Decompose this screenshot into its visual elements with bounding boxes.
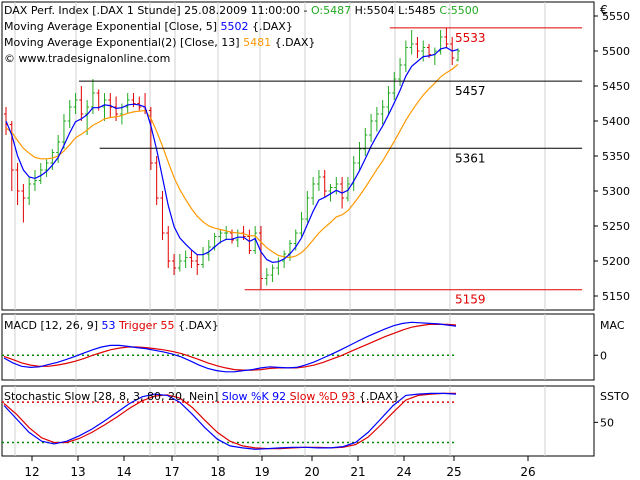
stoch-label-part-1: Slow %K 92	[222, 390, 286, 403]
x-tick-label: 17	[164, 465, 179, 479]
x-tick-label: 13	[70, 465, 85, 479]
stoch-label: Stochastic Slow [28, 8, 3, 80, 20, Nein]…	[4, 390, 400, 403]
price-tick-label: 5550	[602, 10, 630, 23]
currency-label: €	[600, 3, 608, 17]
x-tick-label: 14	[116, 465, 131, 479]
x-axis: 12 13 14 17 18 19 20 21 24 25 26	[24, 456, 536, 479]
macd-label-part-1: 53	[102, 319, 116, 332]
x-tick-label: 25	[446, 465, 461, 479]
level-label: 5159	[455, 293, 486, 307]
macd-panel-frame	[1, 313, 595, 381]
header-line-1-part-1: 5502	[221, 20, 249, 33]
macd-label-part-3: {.DAX}	[174, 319, 218, 332]
x-tick-label: 19	[254, 465, 269, 479]
level-label: 5361	[455, 151, 486, 165]
macd-label-part-0: MACD [12, 26, 9]	[4, 319, 102, 332]
header-line-0: DAX Perf. Index [.DAX 1 Stunde] 25.08.20…	[4, 4, 479, 17]
level-label: 5533	[455, 31, 486, 45]
x-tick-label: 26	[520, 465, 535, 479]
price-tick-label: 5150	[602, 290, 630, 303]
stoch-right-label: SSTO	[600, 390, 630, 403]
price-tick-label: 5500	[602, 45, 630, 58]
price-tick-label: 5400	[602, 115, 630, 128]
header-line-3: © www.tradesignalonline.com	[4, 52, 170, 65]
stoch-k-line	[3, 392, 457, 450]
level-label: 5457	[455, 84, 486, 98]
stoch-d-line	[3, 392, 456, 450]
macd-label-part-2: Trigger 55	[116, 319, 175, 332]
stoch-tick-label: 50	[600, 416, 614, 429]
header-line-3-part-0: © www.tradesignalonline.com	[4, 52, 170, 65]
price-tick-label: 5350	[602, 150, 630, 163]
stochastic-panel-frame	[1, 385, 595, 457]
stoch-label-part-3: {.DAX}	[355, 390, 399, 403]
header-line-2: Moving Average Exponential(2) [Close, 13…	[4, 36, 315, 49]
macd-tick-label: 0	[600, 349, 607, 362]
x-tick-label: 21	[350, 465, 365, 479]
x-tick-label: 20	[304, 465, 319, 479]
macd-panel: MACD [12, 26, 9] 53 Trigger 55 {.DAX} MAC…	[1, 313, 625, 381]
header-line-2-part-1: 5481	[243, 36, 271, 49]
stoch-label-part-2: Slow %D 93	[286, 390, 355, 403]
header-line-0-part-2: H:5504 L:5485	[351, 4, 439, 17]
header-line-2-part-2: {.DAX}	[271, 36, 315, 49]
header-line-0-part-0: DAX Perf. Index [.DAX 1 Stunde] 25.08.20…	[4, 4, 311, 17]
macd-label: MACD [12, 26, 9] 53 Trigger 55 {.DAX}	[4, 319, 219, 332]
price-tick-label: 5300	[602, 185, 630, 198]
macd-trigger-line	[3, 323, 457, 371]
price-tick-label: 5250	[602, 220, 630, 233]
header-line-0-part-1: O:5487	[311, 4, 351, 17]
header-line-1: Moving Average Exponential [Close, 5] 55…	[4, 20, 293, 33]
macd-line	[3, 321, 457, 373]
header-line-1-part-2: {.DAX}	[249, 20, 293, 33]
price-panel: 5150 5200 5250 5300 5350 5400 5450 5500 5550€553…	[1, 1, 630, 311]
x-tick-label: 18	[210, 465, 225, 479]
price-tick-label: 5200	[602, 255, 630, 268]
stoch-label-part-0: Stochastic Slow [28, 8, 3, 80, 20, Nein]	[4, 390, 222, 403]
price-tick-label: 5450	[602, 80, 630, 93]
macd-right-label: MAC	[600, 319, 625, 332]
ema13-line	[5, 63, 459, 259]
x-tick-label: 12	[24, 465, 39, 479]
x-tick-label: 24	[396, 465, 411, 479]
ema5-line	[5, 46, 459, 264]
stochastic-panel: Stochastic Slow [28, 8, 3, 80, 20, Nein]…	[1, 385, 630, 457]
header-line-1-part-0: Moving Average Exponential [Close, 5]	[4, 20, 221, 33]
header-line-2-part-0: Moving Average Exponential(2) [Close, 13…	[4, 36, 243, 49]
header-line-0-part-3: C:5500	[439, 4, 478, 17]
